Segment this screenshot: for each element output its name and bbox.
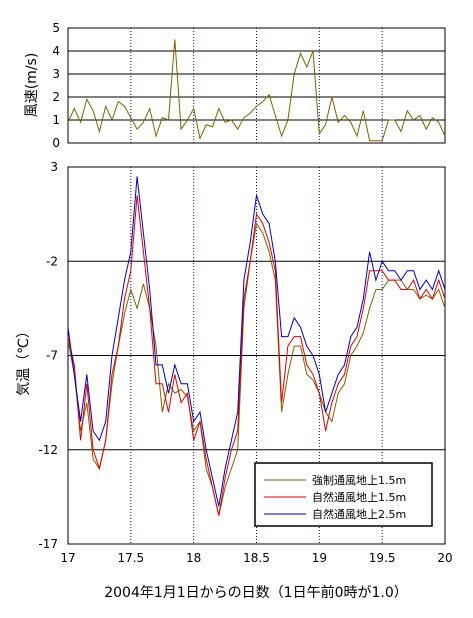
wind-y-tick-label: 5	[52, 21, 60, 35]
temperature-line-2	[67, 176, 446, 507]
legend-label-2: 自然通風地上2.5m	[312, 507, 406, 521]
wind-speed-y-ticks: 0 1 2 3 4 5	[52, 21, 60, 150]
wind-y-tick-label: 3	[52, 67, 60, 81]
temperature-y-axis-label: 気温（℃）	[16, 324, 32, 396]
temperature-series	[67, 176, 446, 516]
temperature-line-1	[67, 195, 446, 516]
wind-y-tick-label: 4	[52, 44, 60, 58]
x-tick-label: 17	[60, 551, 75, 565]
legend-items: 強制通風地上1.5m 自然通風地上1.5m 自然通風地上2.5m	[264, 474, 406, 521]
temp-y-tick-label: -2	[46, 254, 58, 268]
legend-label-1: 自然通風地上1.5m	[312, 490, 406, 504]
x-tick-label: 20	[437, 551, 452, 565]
wind-y-tick-label: 2	[52, 90, 60, 104]
wind-speed-line-0	[67, 39, 446, 142]
x-tick-label: 18.5	[243, 551, 270, 565]
wind-y-tick-label: 0	[52, 136, 60, 150]
wind-speed-y-axis-label: 風速(m/s)	[24, 53, 40, 118]
wind-speed-panel: 0 1 2 3 4 5 風速(m/s)	[24, 21, 446, 150]
wind-speed-grid	[68, 28, 445, 143]
temp-y-tick-label: -17	[38, 537, 58, 551]
wind-speed-series	[67, 39, 446, 142]
x-tick-label: 19.5	[369, 551, 396, 565]
wind-y-tick-label: 1	[52, 113, 60, 127]
temperature-y-ticks: 3 -2 -7 -12 -17	[38, 160, 58, 551]
legend-label-0: 強制通風地上1.5m	[312, 474, 406, 487]
temperature-x-ticks: 17 17.5 18 18.5 19 19.5 20	[60, 551, 452, 565]
temp-y-tick-label: 3	[50, 160, 58, 174]
legend: 強制通風地上1.5m 自然通風地上1.5m 自然通風地上2.5m	[254, 462, 433, 527]
x-tick-label: 19	[312, 551, 327, 565]
x-tick-label: 17.5	[117, 551, 144, 565]
x-axis-label: 2004年1月1日からの日数（1日午前0時が1.0）	[104, 584, 408, 601]
temp-y-tick-label: -7	[46, 349, 58, 363]
legend-box	[254, 462, 433, 527]
temperature-line-0	[67, 222, 446, 516]
temperature-panel: 3 -2 -7 -12 -17 17 17.5 18 18.5 19 19.5 20 気温（℃） 2…	[16, 160, 453, 601]
x-tick-label: 18	[186, 551, 201, 565]
temp-y-tick-label: -12	[38, 443, 58, 457]
